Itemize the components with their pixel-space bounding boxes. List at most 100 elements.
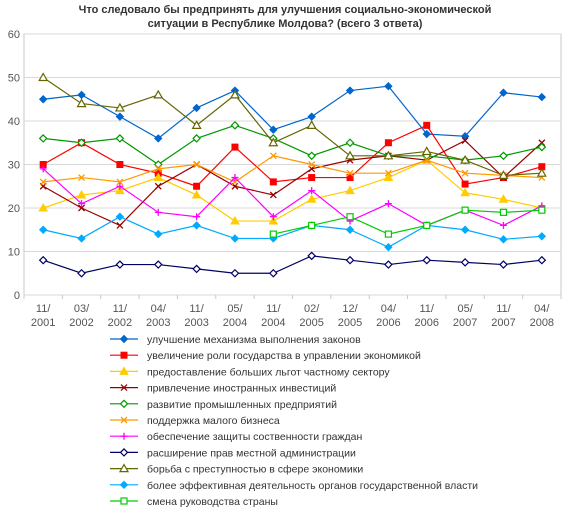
x-tick-label-month: 11/ xyxy=(496,303,511,315)
data-point xyxy=(191,189,202,199)
x-tick-label-month: 04/ xyxy=(151,303,167,315)
data-point xyxy=(154,182,162,190)
data-point xyxy=(306,120,317,129)
legend-swatch-marker xyxy=(120,384,128,392)
data-point xyxy=(308,187,316,195)
data-point xyxy=(384,230,392,238)
data-point xyxy=(269,213,277,221)
x-tick-label-month: 11/ xyxy=(36,303,51,315)
data-point xyxy=(461,169,469,177)
series-line xyxy=(43,155,542,183)
data-point xyxy=(154,165,162,173)
data-point xyxy=(38,134,48,143)
x-tick-label-month: 02/ xyxy=(304,303,320,315)
y-tick-label: 20 xyxy=(8,203,20,215)
data-point xyxy=(38,202,49,212)
data-point xyxy=(115,185,125,195)
data-point xyxy=(193,213,201,221)
y-tick-label: 60 xyxy=(8,29,20,41)
legend-swatch-marker xyxy=(119,448,129,457)
data-point xyxy=(78,174,85,182)
x-tick-label-year: 2003 xyxy=(146,317,170,329)
y-tick-label: 10 xyxy=(8,247,20,259)
data-point xyxy=(115,112,125,121)
data-point xyxy=(154,208,162,216)
data-point xyxy=(78,204,85,212)
data-point xyxy=(269,152,277,160)
series-line xyxy=(43,124,542,166)
data-point xyxy=(268,216,279,225)
data-point xyxy=(307,251,317,261)
data-point xyxy=(499,235,508,244)
data-point xyxy=(154,134,163,143)
data-point xyxy=(77,268,86,278)
legend-label: улучшение механизма выполнения законов xyxy=(147,334,361,346)
x-tick-label-year: 2002 xyxy=(69,317,93,329)
data-point xyxy=(230,121,240,130)
data-point xyxy=(306,194,317,203)
data-point xyxy=(38,255,48,265)
chart-title-line-2: ситуации в Республике Молдова? (всего 3 … xyxy=(147,18,423,30)
data-point xyxy=(460,187,470,197)
data-point xyxy=(229,89,240,99)
data-point xyxy=(77,138,86,148)
data-point xyxy=(192,103,201,113)
x-tick-label-month: 05/ xyxy=(227,303,243,315)
legend-label: развитие промышленных предприятий xyxy=(147,399,337,411)
data-point xyxy=(115,134,125,143)
data-point xyxy=(230,216,240,225)
series-1 xyxy=(39,121,546,190)
data-point xyxy=(268,268,278,278)
data-point xyxy=(383,150,394,160)
legend-item: поддержка малого бизнеса xyxy=(110,415,280,427)
y-tick-label: 0 xyxy=(14,290,20,302)
data-point xyxy=(498,170,509,179)
x-tick-label-year: 2005 xyxy=(338,317,362,329)
x-tick-label-month: 11/ xyxy=(266,303,281,315)
series-line xyxy=(42,139,543,227)
data-point xyxy=(460,225,470,234)
x-tick-label-year: 2007 xyxy=(453,317,477,329)
data-point xyxy=(38,95,48,104)
x-tick-label-year: 2001 xyxy=(31,317,55,329)
data-point xyxy=(114,102,125,112)
legend-item: расширение прав местной администрации xyxy=(110,447,356,459)
data-point xyxy=(230,234,240,243)
legend-label: более эффективная деятельность органов г… xyxy=(147,480,478,492)
legend-label: предоставление больших льгот частному се… xyxy=(147,366,390,378)
data-point xyxy=(116,182,124,190)
data-point xyxy=(154,229,163,239)
data-point xyxy=(191,120,202,129)
data-point xyxy=(230,268,240,278)
legend-item: привлечение иностранных инвестиций xyxy=(110,383,336,395)
legend-label: привлечение иностранных инвестиций xyxy=(147,383,336,395)
data-point xyxy=(421,146,432,156)
data-point xyxy=(231,174,239,182)
data-point xyxy=(193,161,201,168)
data-point xyxy=(308,221,316,229)
data-point xyxy=(268,137,279,147)
series-line xyxy=(42,159,542,222)
data-point xyxy=(538,139,546,147)
data-point xyxy=(537,255,547,265)
series-line xyxy=(42,77,542,176)
data-point xyxy=(460,258,470,267)
data-point xyxy=(498,194,509,203)
y-axis: 0 10 20 30 40 50 60 xyxy=(8,29,561,302)
data-point xyxy=(346,169,354,177)
data-point xyxy=(192,264,201,274)
data-point xyxy=(116,161,124,168)
data-point xyxy=(39,165,47,173)
data-point xyxy=(153,172,164,182)
legend-item: обеспечение защиты соственности граждан xyxy=(110,431,363,443)
data-point xyxy=(116,178,124,186)
legend-swatch-marker xyxy=(120,416,128,424)
x-tick-label-month: 11/ xyxy=(420,303,435,315)
data-point xyxy=(384,169,392,177)
data-point xyxy=(115,212,125,221)
x-tick-label-year: 2002 xyxy=(108,317,132,329)
data-point xyxy=(384,260,393,269)
data-point xyxy=(192,134,201,143)
legend-label: поддержка малого бизнеса xyxy=(147,415,280,427)
